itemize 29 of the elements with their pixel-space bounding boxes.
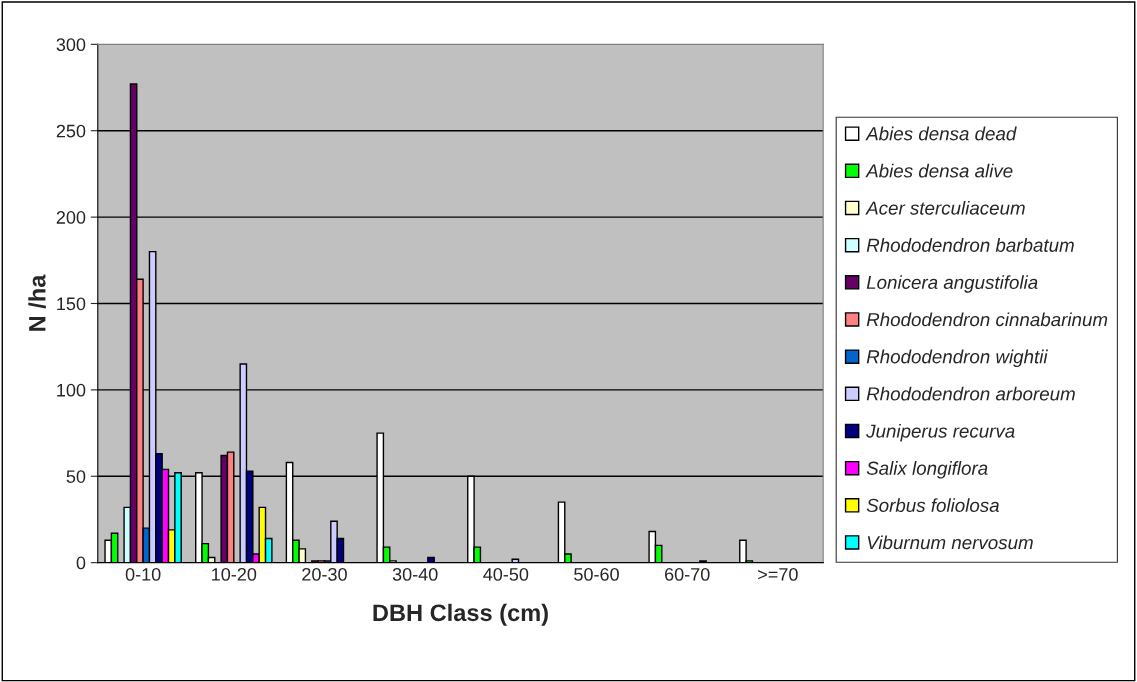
y-axis-title: N /ha xyxy=(28,274,46,331)
y-tick-label: 250 xyxy=(56,124,86,138)
legend-label: Sorbus foliolosa xyxy=(866,498,999,513)
x-tick-label: 30-40 xyxy=(392,567,438,581)
legend-label: Rhododendron cinnabarinum xyxy=(866,312,1108,327)
legend-label: Rhododendron arboreum xyxy=(866,386,1075,401)
legend-label: Acer sterculiaceum xyxy=(865,200,1025,215)
x-tick-label: 60-70 xyxy=(665,567,710,581)
x-tick-label: 50-60 xyxy=(574,567,619,581)
y-tick-label: 50 xyxy=(66,470,86,483)
x-tick-label: 40-50 xyxy=(483,567,529,581)
legend-label: Abies densa dead xyxy=(865,126,1017,141)
x-tick-label: 0-10 xyxy=(125,567,161,581)
x-tick-label: 10-20 xyxy=(212,567,257,581)
y-tick-label: 150 xyxy=(57,297,86,311)
legend-label: Salix longiflora xyxy=(866,461,988,479)
y-tick-label: 200 xyxy=(56,211,86,224)
legend-label: Abies densa alive xyxy=(865,163,1013,178)
x-tick-label: >=70 xyxy=(758,567,798,581)
x-tick-label: 20-30 xyxy=(302,567,347,581)
y-tick-label: 100 xyxy=(57,383,86,397)
x-axis-title: DBH Class (cm) xyxy=(373,603,548,626)
y-tick-label: 0 xyxy=(76,556,86,570)
y-tick-label: 300 xyxy=(56,38,86,52)
legend-label: Rhododendron wightii xyxy=(866,349,1048,368)
legend-label: Lonicera angustifolia xyxy=(866,275,1038,293)
legend-label: Rhododendron barbatum xyxy=(866,238,1074,252)
legend-label: Viburnum nervosum xyxy=(867,535,1033,550)
legend-label: Juniperus recurva xyxy=(866,423,1015,442)
